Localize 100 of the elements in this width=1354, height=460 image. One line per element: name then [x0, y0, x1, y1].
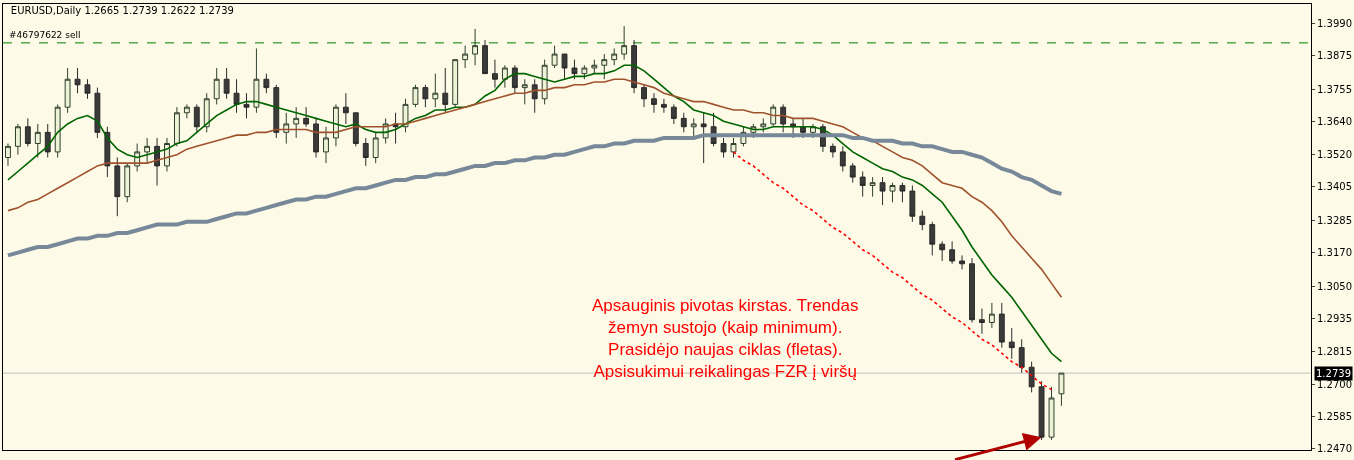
candlestick — [501, 64, 508, 89]
candlestick — [571, 59, 578, 80]
ref-line-label: #46797622 sell — [9, 30, 81, 40]
candlestick — [939, 240, 946, 262]
candlestick — [1038, 380, 1045, 441]
y-tick-label: 1.2470 — [1317, 442, 1352, 454]
candlestick — [1018, 338, 1025, 374]
y-tick-label: 1.3285 — [1317, 214, 1352, 226]
candlestick — [919, 210, 926, 231]
candlestick — [1028, 361, 1035, 393]
candlestick — [462, 45, 469, 69]
line-series — [7, 78, 1063, 299]
candlestick — [899, 182, 906, 203]
candlestick — [193, 103, 200, 133]
candlestick — [949, 240, 956, 265]
y-tick-label: 1.2700 — [1317, 378, 1352, 390]
candlestick — [909, 184, 916, 223]
candlestick — [333, 103, 339, 147]
candlestick — [581, 64, 588, 80]
y-tick-label: 1.3405 — [1317, 181, 1352, 193]
candlestick — [541, 59, 548, 105]
candlestick — [690, 117, 697, 139]
candlestick — [591, 59, 598, 75]
y-tick-label: 1.2585 — [1317, 410, 1352, 422]
candlestick — [651, 92, 657, 114]
candlestick — [979, 308, 985, 335]
candlestick — [1008, 327, 1015, 360]
candlestick — [362, 137, 369, 167]
candlestick — [24, 117, 31, 147]
candlestick — [64, 67, 71, 114]
candlestick — [144, 137, 151, 164]
candlestick — [323, 126, 329, 164]
candlestick — [233, 78, 240, 114]
y-tick-label: 1.2935 — [1317, 312, 1352, 324]
candlestick — [14, 123, 21, 156]
candlestick — [84, 78, 91, 100]
candlestick — [641, 84, 647, 108]
candlestick — [720, 137, 727, 159]
y-tick-label: 1.2815 — [1317, 346, 1352, 358]
y-tick-label: 1.3050 — [1317, 280, 1352, 292]
candlestick — [203, 92, 210, 133]
candlestick — [670, 103, 677, 125]
y-tick-label: 1.3520 — [1317, 149, 1352, 161]
candlestick — [94, 87, 101, 139]
candlestick — [34, 123, 41, 159]
candlestick — [611, 47, 618, 66]
line-series — [5, 133, 1064, 258]
y-tick-label: 1.3990 — [1317, 17, 1352, 29]
candlestick — [402, 98, 409, 133]
y-tick-label: 1.3170 — [1317, 247, 1352, 259]
candlestick — [243, 92, 250, 119]
candlestick — [183, 103, 190, 119]
candlestick — [839, 145, 846, 172]
candlestick — [124, 162, 131, 203]
candlestick — [859, 170, 866, 198]
candlestick — [412, 84, 419, 108]
candlestick — [442, 67, 449, 114]
candlestick — [849, 162, 856, 184]
candlestick — [601, 53, 608, 80]
candlestick — [342, 92, 349, 125]
candlestick — [988, 302, 995, 329]
candlestick — [889, 182, 896, 203]
candlestick — [551, 45, 558, 69]
candlestick — [392, 112, 399, 145]
candlestick — [74, 67, 81, 94]
candlestick — [730, 137, 737, 159]
chart-title: EURUSD,Daily 1.2665 1.2739 1.2622 1.2739 — [10, 4, 234, 16]
candlestick — [680, 112, 687, 133]
candlestick — [54, 103, 61, 159]
candlestick — [452, 59, 459, 108]
candlestick — [631, 39, 638, 94]
candlestick — [422, 84, 429, 108]
candlestick — [1048, 386, 1055, 441]
line-series — [7, 64, 1063, 363]
candlestick — [432, 73, 439, 108]
candlestick — [283, 112, 290, 145]
candlestick — [869, 176, 876, 198]
candlestick — [5, 143, 11, 167]
candlestick — [531, 78, 538, 114]
candlestick — [511, 64, 518, 94]
y-tick-label: 1.3640 — [1317, 115, 1352, 127]
candlestick — [492, 59, 498, 89]
ref-line-label: 1.2739 — [1316, 368, 1351, 379]
candlestick — [472, 28, 479, 66]
candlestick — [929, 221, 936, 256]
candlestick — [273, 84, 280, 139]
candlestick — [173, 106, 180, 147]
candlestick — [969, 257, 975, 323]
candlestick — [223, 67, 230, 100]
candlestick — [313, 117, 319, 159]
candlestick — [800, 117, 806, 139]
candlestick — [521, 78, 528, 105]
candlestick — [114, 157, 121, 217]
candlestick — [263, 73, 270, 94]
candlestick — [829, 143, 836, 159]
annotation: Apsauginis pivotas kirstas. Trendas žemyn sustojo (kaip minimum). Prasidėjo naujas ciklas (fletas). Apsisukimui reikalingas FZR į viršų — [592, 296, 859, 382]
candlestick — [700, 112, 707, 164]
candlestick — [959, 254, 965, 270]
y-tick-label: 1.3755 — [1317, 83, 1352, 95]
candlestick — [213, 67, 220, 105]
